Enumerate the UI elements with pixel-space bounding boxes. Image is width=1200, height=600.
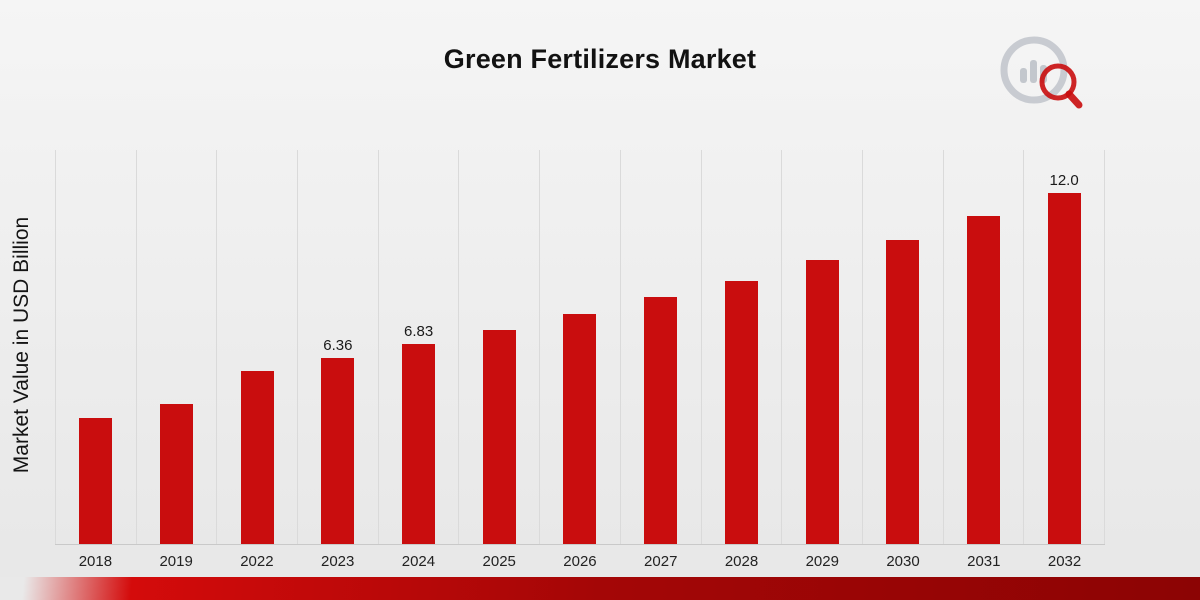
x-tick-2028: 2028: [724, 553, 759, 570]
chart-column-2029: [781, 150, 862, 544]
bar-2027: [644, 297, 678, 544]
x-tick-2026: 2026: [563, 553, 597, 570]
bar-2032: [1047, 193, 1081, 544]
bar-value-label-2023: 6.36: [323, 337, 353, 354]
x-tick-2032: 2032: [1047, 553, 1082, 570]
chart-column-2030: [861, 150, 943, 544]
bar-value-label-2024: 6.83: [403, 323, 434, 340]
bar-2023: [321, 358, 355, 544]
bar-2031: [966, 216, 1000, 544]
x-tick-2029: 2029: [805, 553, 839, 570]
chart-column-2025: [458, 150, 539, 544]
chart-column-2019: [135, 150, 217, 544]
x-tick-2031: 2031: [967, 553, 1001, 570]
bar-2028: [724, 281, 758, 544]
x-tick-2022: 2022: [240, 553, 274, 570]
x-tick-2019: 2019: [159, 553, 193, 570]
x-tick-2018: 2018: [78, 553, 113, 570]
chart-title: Green Fertilizers Market: [443, 44, 757, 74]
x-tick-2025: 2025: [482, 553, 516, 570]
x-tick-2024: 2024: [401, 553, 436, 570]
x-axis-tick-labels: 2018 2019 2022 2023 2024 2025 2026 2027 2028 2029…: [55, 553, 1105, 570]
logo-icon: [1000, 36, 1083, 109]
x-tick-2023: 2023: [320, 553, 355, 570]
bar-2024: [402, 344, 436, 544]
bar-2019: [160, 404, 194, 544]
bar-2025: [482, 330, 516, 544]
footer-stripe: [0, 577, 1200, 600]
chart-column-2022: [216, 150, 297, 544]
y-axis-label: Market Value in USD Billion: [10, 216, 33, 474]
x-tick-2030: 2030: [886, 553, 920, 570]
bar-chart-plot-area: 6.36 6.83 12.0: [55, 150, 1105, 545]
bar-2030: [886, 240, 920, 544]
chart-column-2018: [55, 150, 136, 544]
market-research-logo: [996, 30, 1088, 116]
chart-column-2031: [942, 150, 1024, 544]
chart-column-2032: 12.0: [1023, 150, 1105, 544]
bar-2026: [563, 314, 597, 544]
x-tick-2027: 2027: [644, 553, 678, 570]
chart-column-2026: [539, 150, 620, 544]
bar-2018: [79, 418, 113, 544]
chart-column-2028: [700, 150, 782, 544]
chart-column-2027: [619, 150, 701, 544]
chart-column-2024: 6.83: [377, 150, 459, 544]
bar-value-label-2032: 12.0: [1049, 172, 1079, 189]
chart-column-2023: 6.36: [297, 150, 378, 544]
bar-2029: [805, 260, 839, 544]
bar-2022: [240, 371, 274, 544]
